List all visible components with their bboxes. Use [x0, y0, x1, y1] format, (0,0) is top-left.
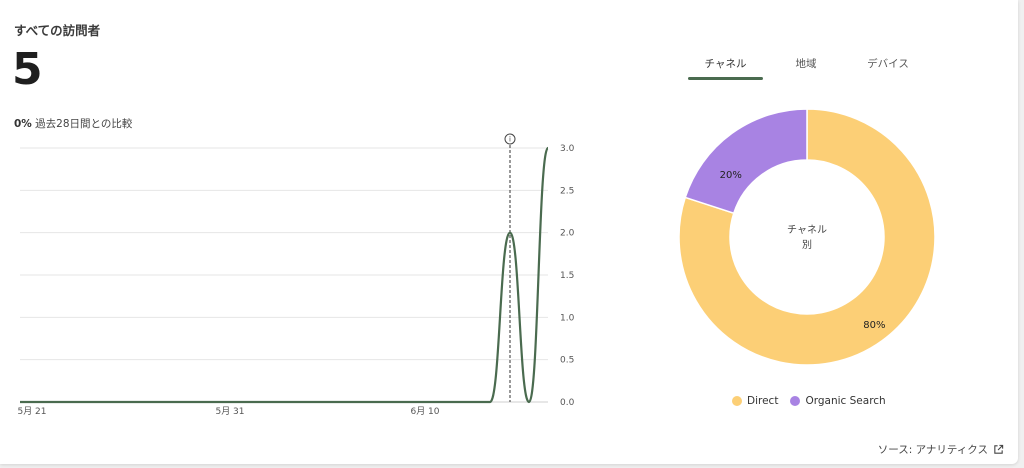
- y-axis-ticks: 0.0 0.5 1.0 1.5 2.0 2.5 3.0: [560, 144, 575, 408]
- x-tick-label: 5月 21: [17, 406, 46, 417]
- card-title: すべての訪問者: [14, 23, 101, 38]
- slice-label-direct: 80%: [863, 320, 885, 331]
- y-tick-label: 3.0: [560, 144, 575, 154]
- comparison-text: 0% 過去28日間との比較: [14, 116, 132, 131]
- legend-label-direct: Direct: [747, 395, 779, 407]
- comparison-label: 過去28日間との比較: [35, 118, 133, 130]
- active-tab-indicator: [688, 77, 763, 80]
- y-tick-label: 1.5: [560, 271, 574, 281]
- comparison-percent: 0%: [14, 118, 32, 130]
- x-tick-label: 5月 31: [215, 406, 244, 417]
- breakdown-tabs: チャネル 地域 デバイス: [688, 56, 958, 82]
- slice-organic-search[interactable]: [684, 108, 808, 215]
- svg-text:i: i: [509, 136, 511, 144]
- donut-center-label-line1: チャネル: [787, 224, 827, 236]
- tab-region[interactable]: 地域: [795, 58, 817, 70]
- x-tick-label: 6月 10: [410, 406, 439, 417]
- visitors-line-chart[interactable]: 0.0 0.5 1.0 1.5 2.0 2.5 3.0 5月 21 5月 31 6月 10 i: [0, 128, 600, 420]
- y-tick-label: 0.5: [560, 356, 574, 366]
- legend-dot-direct: [732, 396, 742, 406]
- legend-item-direct[interactable]: Direct: [732, 395, 778, 407]
- y-tick-label: 1.0: [560, 313, 575, 323]
- x-axis-ticks: 5月 21 5月 31 6月 10: [17, 406, 439, 417]
- visitor-count: 5: [12, 44, 43, 95]
- chart-grid: [20, 147, 548, 403]
- tab-device[interactable]: デバイス: [867, 58, 909, 70]
- slice-label-organic-search: 20%: [720, 170, 742, 181]
- y-tick-label: 2.5: [560, 186, 574, 196]
- legend-item-organic-search[interactable]: Organic Search: [790, 395, 886, 407]
- source-label: ソース: アナリティクス: [877, 444, 988, 456]
- source-link[interactable]: ソース: アナリティクス: [878, 442, 1004, 457]
- series-line: [20, 146, 550, 404]
- donut-center-label-line2: 別: [802, 239, 812, 251]
- donut-legend: Direct Organic Search: [732, 395, 886, 407]
- legend-dot-organic-search: [790, 396, 801, 406]
- y-tick-label: 2.0: [560, 229, 575, 239]
- legend-label-organic-search: Organic Search: [805, 395, 886, 407]
- info-icon[interactable]: i: [504, 133, 516, 145]
- slice-direct[interactable]: [678, 108, 936, 366]
- external-link-icon: [994, 444, 1004, 454]
- y-tick-label: 0.0: [560, 398, 575, 408]
- channel-donut-chart[interactable]: 20% 80% チャネル 別: [676, 106, 938, 368]
- tab-channel[interactable]: チャネル: [704, 58, 747, 70]
